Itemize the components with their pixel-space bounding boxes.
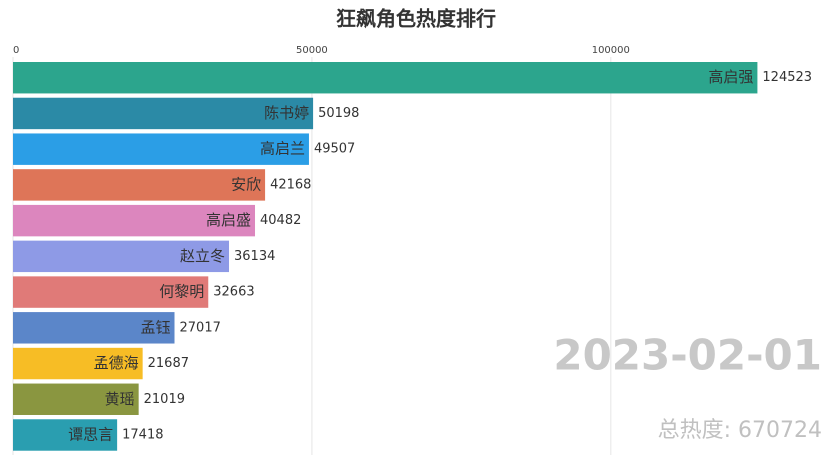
value-label: 21687 — [148, 356, 189, 371]
category-label: 何黎明 — [159, 283, 204, 301]
bar — [13, 312, 175, 344]
category-label: 孟德海 — [94, 354, 139, 372]
value-label: 17418 — [122, 427, 163, 442]
value-label: 50198 — [318, 106, 359, 121]
value-label: 32663 — [213, 285, 254, 300]
category-label: 高启强 — [708, 68, 753, 86]
bar — [13, 240, 230, 273]
category-label: 黄瑶 — [105, 390, 135, 408]
value-label: 27017 — [180, 320, 221, 335]
value-label: 124523 — [762, 70, 812, 85]
value-label: 36134 — [234, 249, 275, 264]
bar — [13, 133, 309, 165]
x-tick-label: 0 — [13, 45, 19, 56]
category-label: 安欣 — [231, 175, 261, 193]
x-tick-label: 50000 — [296, 45, 328, 56]
bar — [13, 276, 209, 308]
bar — [13, 347, 143, 380]
total-label: 总热度: 670724 — [658, 418, 822, 443]
bar — [13, 97, 314, 130]
category-label: 陈书婷 — [264, 104, 309, 122]
bar — [13, 62, 758, 94]
bar — [13, 419, 118, 451]
date-label: 2023-02-01 — [553, 331, 822, 380]
value-label: 49507 — [314, 142, 355, 157]
chart-title: 狂飙角色热度排行 — [336, 7, 496, 31]
bar — [13, 204, 256, 237]
bar — [13, 383, 139, 415]
value-label: 21019 — [144, 392, 185, 407]
category-label: 孟钰 — [140, 318, 170, 336]
category-label: 高启兰 — [260, 140, 305, 158]
category-label: 高启盛 — [206, 211, 251, 229]
bar — [13, 169, 266, 201]
category-label: 谭思言 — [68, 425, 113, 443]
value-label: 42168 — [270, 177, 311, 192]
x-tick-label: 100000 — [592, 45, 630, 56]
value-label: 40482 — [260, 213, 301, 228]
category-label: 赵立冬 — [180, 247, 225, 265]
